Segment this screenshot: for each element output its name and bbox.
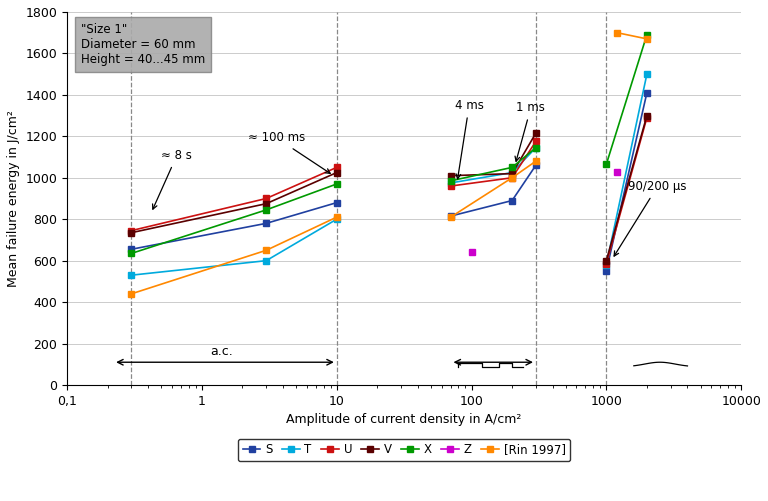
Text: ≈ 8 s: ≈ 8 s [153,149,192,209]
Text: a.c.: a.c. [210,346,233,359]
Text: 90/200 μs: 90/200 μs [614,180,687,256]
Text: ≈ 100 ms: ≈ 100 ms [248,131,330,173]
Text: 1 ms: 1 ms [515,101,545,161]
Legend: S, T, U, V, X, Z, [Rin 1997]: S, T, U, V, X, Z, [Rin 1997] [238,439,570,461]
Y-axis label: Mean failure energy in J/cm²: Mean failure energy in J/cm² [7,110,20,287]
X-axis label: Amplitude of current density in A/cm²: Amplitude of current density in A/cm² [286,413,521,426]
Text: "Size 1"
Diameter = 60 mm
Height = 40...45 mm: "Size 1" Diameter = 60 mm Height = 40...… [81,23,205,66]
Text: 4 ms: 4 ms [455,99,484,179]
